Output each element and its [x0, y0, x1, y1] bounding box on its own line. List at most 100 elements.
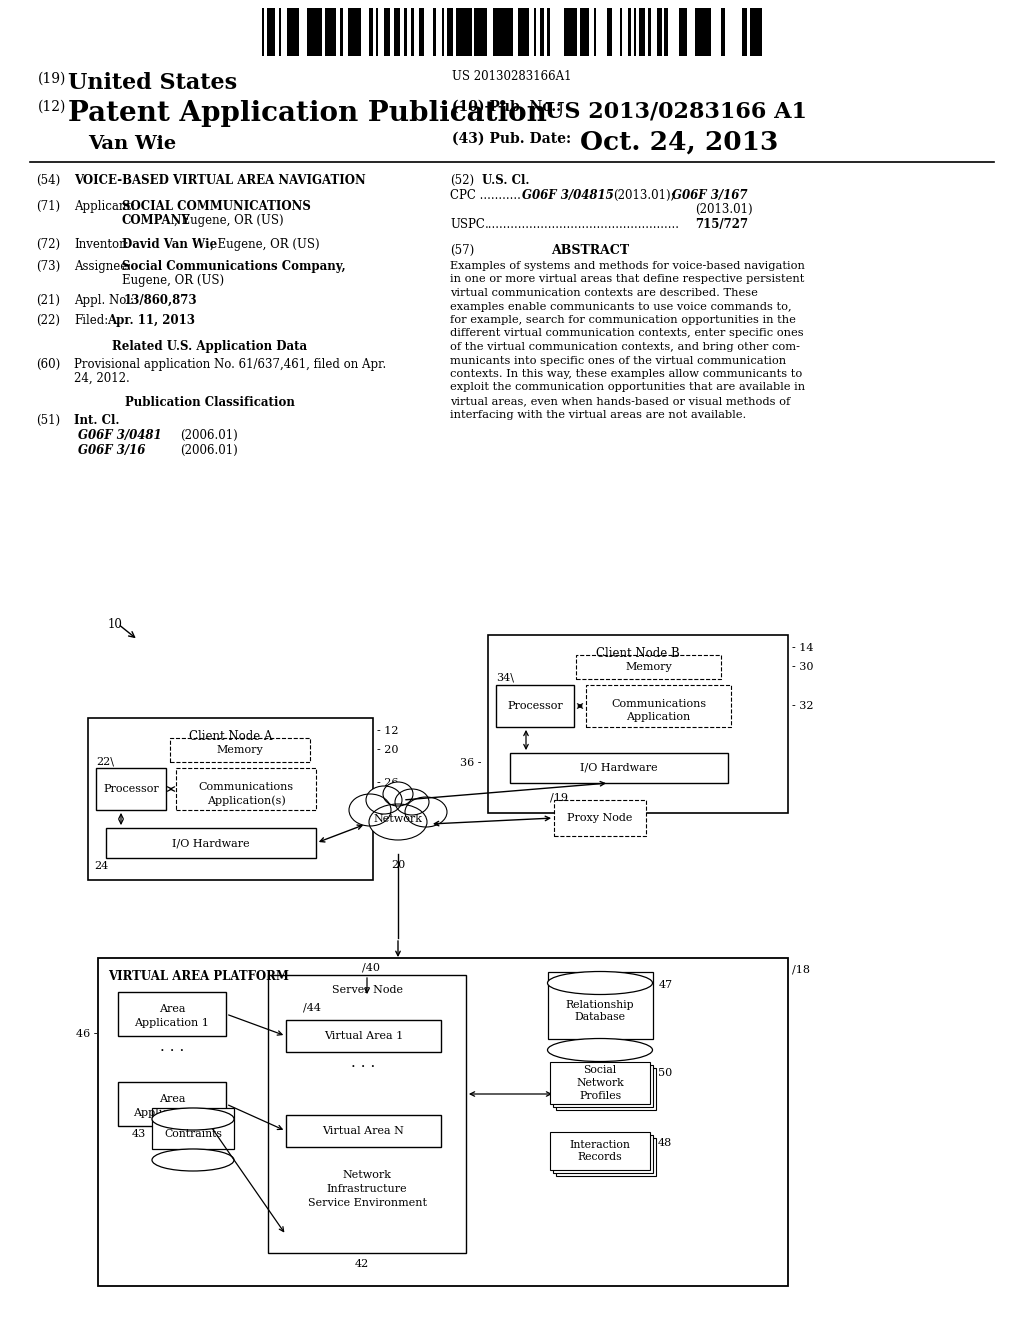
Text: U.S. Cl.: U.S. Cl. — [482, 174, 529, 187]
Ellipse shape — [548, 972, 652, 994]
Text: Relationship: Relationship — [565, 999, 634, 1010]
Bar — [447, 8, 453, 55]
Text: municants into specific ones of the virtual communication: municants into specific ones of the virt… — [450, 355, 786, 366]
Bar — [152, 1107, 234, 1148]
Text: virtual communication contexts are described. These: virtual communication contexts are descr… — [450, 288, 758, 298]
Bar — [359, 8, 361, 55]
Bar — [500, 8, 503, 55]
Text: 24, 2012.: 24, 2012. — [74, 372, 130, 385]
Text: - 32: - 32 — [792, 701, 813, 711]
Text: 47: 47 — [658, 979, 673, 990]
Bar — [287, 8, 290, 55]
Text: Area: Area — [159, 1005, 185, 1014]
Text: Profiles: Profiles — [579, 1092, 622, 1101]
Text: · · ·: · · · — [351, 1060, 376, 1074]
Bar — [286, 1115, 441, 1147]
Text: 24: 24 — [94, 861, 109, 871]
Bar — [666, 8, 668, 55]
Text: - 12: - 12 — [377, 726, 398, 737]
Text: Client Node A: Client Node A — [188, 730, 272, 743]
Text: 43: 43 — [132, 1129, 146, 1139]
Bar — [744, 8, 746, 55]
Bar — [620, 8, 622, 55]
Bar — [481, 8, 483, 55]
Ellipse shape — [548, 1039, 652, 1061]
Bar — [742, 8, 744, 55]
Text: /40: /40 — [362, 964, 380, 973]
Bar — [547, 8, 550, 55]
Bar — [118, 993, 226, 1036]
Bar — [483, 8, 487, 55]
Bar — [351, 8, 354, 55]
Bar — [574, 8, 577, 55]
Text: different virtual communication contexts, enter specific ones: different virtual communication contexts… — [450, 329, 804, 338]
Text: VOICE-BASED VIRTUAL AREA NAVIGATION: VOICE-BASED VIRTUAL AREA NAVIGATION — [74, 174, 366, 187]
Bar — [679, 8, 681, 55]
Bar — [750, 8, 755, 55]
Text: Publication Classification: Publication Classification — [125, 396, 295, 409]
Text: VIRTUAL AREA PLATFORM: VIRTUAL AREA PLATFORM — [108, 970, 289, 983]
Text: in one or more virtual areas that define respective persistent: in one or more virtual areas that define… — [450, 275, 805, 285]
Bar — [553, 1135, 653, 1173]
Text: , Eugene, OR (US): , Eugene, OR (US) — [174, 214, 284, 227]
Text: (2006.01): (2006.01) — [180, 429, 238, 442]
Text: (54): (54) — [36, 174, 60, 187]
Text: G06F 3/04815: G06F 3/04815 — [522, 189, 613, 202]
Bar — [509, 8, 513, 55]
Bar — [297, 8, 299, 55]
Bar — [706, 8, 711, 55]
Bar — [550, 1133, 650, 1170]
Bar — [664, 8, 666, 55]
Text: I/O Hardware: I/O Hardware — [172, 838, 250, 847]
Text: Network: Network — [374, 814, 423, 824]
Bar — [467, 8, 469, 55]
Text: , Eugene, OR (US): , Eugene, OR (US) — [210, 238, 319, 251]
Text: US 20130283166A1: US 20130283166A1 — [453, 70, 571, 83]
Text: for example, search for communication opportunities in the: for example, search for communication op… — [450, 315, 796, 325]
Bar — [521, 8, 523, 55]
Text: Assignee:: Assignee: — [74, 260, 131, 273]
Bar — [628, 8, 631, 55]
Bar — [456, 8, 458, 55]
Text: SOCIAL COMMUNICATIONS: SOCIAL COMMUNICATIONS — [122, 201, 311, 213]
Text: Virtual Area N: Virtual Area N — [323, 1126, 404, 1137]
Bar — [685, 8, 687, 55]
Text: /18: /18 — [792, 964, 810, 974]
Text: (72): (72) — [36, 238, 60, 251]
Text: Provisional application No. 61/637,461, filed on Apr.: Provisional application No. 61/637,461, … — [74, 358, 386, 371]
Text: ABSTRACT: ABSTRACT — [551, 244, 629, 257]
Bar — [700, 8, 706, 55]
Bar — [477, 8, 481, 55]
Bar — [307, 8, 310, 55]
Ellipse shape — [406, 797, 447, 828]
Bar — [267, 8, 270, 55]
Text: Memory: Memory — [217, 744, 263, 755]
Text: Proxy Node: Proxy Node — [567, 813, 633, 822]
Text: Social: Social — [584, 1065, 616, 1074]
Text: CPC ...........: CPC ........... — [450, 189, 521, 202]
Text: Client Node B: Client Node B — [596, 647, 680, 660]
Ellipse shape — [383, 781, 413, 807]
Bar — [488, 635, 788, 813]
Bar — [518, 8, 521, 55]
Text: Related U.S. Application Data: Related U.S. Application Data — [113, 341, 307, 352]
Text: (2006.01): (2006.01) — [180, 444, 238, 457]
Text: (22): (22) — [36, 314, 60, 327]
Bar — [580, 8, 582, 55]
Text: (10) Pub. No.:: (10) Pub. No.: — [452, 100, 561, 114]
Bar — [333, 8, 336, 55]
Bar — [493, 8, 495, 55]
Text: Processor: Processor — [103, 784, 159, 795]
Text: - 30: - 30 — [792, 663, 813, 672]
Bar — [648, 8, 651, 55]
Bar — [319, 8, 322, 55]
Text: Patent Application Publication: Patent Application Publication — [68, 100, 547, 127]
Bar — [553, 1065, 653, 1107]
Text: /44: /44 — [303, 1003, 321, 1012]
Text: COMPANY: COMPANY — [122, 214, 190, 227]
Bar — [639, 8, 641, 55]
Text: Application 1: Application 1 — [134, 1018, 210, 1028]
Bar — [404, 8, 407, 55]
Text: Application(s): Application(s) — [207, 795, 286, 805]
Text: Area: Area — [159, 1094, 185, 1104]
